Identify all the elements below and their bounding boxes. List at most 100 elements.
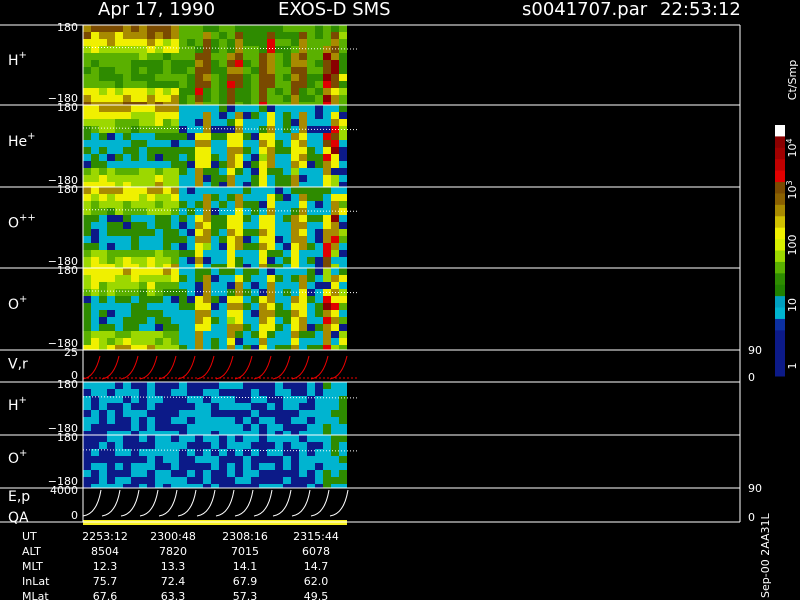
spectrogram-cell bbox=[227, 46, 235, 53]
spectrogram-cell bbox=[107, 403, 115, 410]
panel-label: O+ bbox=[8, 294, 27, 313]
spectrogram-cell bbox=[243, 187, 251, 194]
spectrogram-cell bbox=[307, 46, 315, 53]
spectrogram-cell bbox=[195, 126, 203, 133]
spectrogram-cell bbox=[307, 442, 315, 449]
spectrogram-cell bbox=[283, 331, 291, 338]
spectrogram-cell bbox=[227, 39, 235, 46]
spectrogram-cell bbox=[315, 236, 323, 243]
spectrogram-cell bbox=[323, 250, 331, 257]
spectrogram-cell bbox=[243, 154, 251, 161]
spectrogram-cell bbox=[171, 449, 179, 456]
tick-base: 1 bbox=[786, 363, 799, 370]
spectrogram-cell bbox=[219, 435, 227, 442]
spectrogram-cell bbox=[259, 389, 267, 396]
spectrogram-cell bbox=[115, 201, 123, 208]
spectrogram-cell bbox=[163, 32, 171, 39]
spectrogram-cell bbox=[291, 25, 299, 32]
spectrogram-cell bbox=[179, 126, 187, 133]
spectrogram-cell bbox=[155, 317, 163, 324]
spectrogram-cell bbox=[155, 310, 163, 317]
y-min: −180 bbox=[48, 475, 78, 488]
spectrogram-cell bbox=[179, 403, 187, 410]
spectrogram-cell bbox=[235, 201, 243, 208]
spectrogram-cell bbox=[179, 243, 187, 250]
spectrogram-cell bbox=[235, 431, 243, 435]
spectrogram-cell bbox=[315, 338, 323, 345]
spectrogram-cell bbox=[187, 257, 195, 264]
spectrogram-cell bbox=[147, 477, 155, 484]
spectrogram-cell bbox=[91, 175, 99, 182]
spectrogram-cell bbox=[155, 484, 163, 488]
spectrogram-cell bbox=[291, 236, 299, 243]
spectrogram-cell bbox=[291, 250, 299, 257]
spectrogram-cell bbox=[275, 310, 283, 317]
spectrogram-cell bbox=[99, 67, 107, 74]
spectrogram-cell bbox=[203, 215, 211, 222]
spectrogram-cell bbox=[299, 187, 307, 194]
spectrogram-cell bbox=[315, 67, 323, 74]
spectrogram-cell bbox=[155, 95, 163, 102]
spectrogram-cell bbox=[203, 442, 211, 449]
spectrogram-cell bbox=[179, 102, 187, 105]
spectrogram-cell bbox=[123, 187, 131, 194]
spectrogram-cell bbox=[155, 435, 163, 442]
right-tick: 90 bbox=[748, 344, 762, 357]
spectrogram-cell bbox=[299, 81, 307, 88]
tick-base: 10 bbox=[786, 298, 799, 312]
spectrogram-cell bbox=[147, 243, 155, 250]
spectrogram-cell bbox=[283, 105, 291, 112]
spectrogram-cell bbox=[211, 175, 219, 182]
spectrogram-cell bbox=[139, 229, 147, 236]
spectrogram-cell bbox=[171, 324, 179, 331]
spectrogram-cell bbox=[171, 74, 179, 81]
spectrogram-cell bbox=[123, 25, 131, 32]
spectrogram-cell bbox=[267, 236, 275, 243]
spectrogram-cell bbox=[83, 201, 91, 208]
spectrogram-cell bbox=[171, 46, 179, 53]
spectrogram-cell bbox=[155, 243, 163, 250]
spectrogram-cell bbox=[291, 215, 299, 222]
spectrogram-cell bbox=[187, 39, 195, 46]
spectrogram-cell bbox=[155, 424, 163, 431]
label-sup: + bbox=[19, 294, 27, 305]
spectrogram-cell bbox=[331, 140, 339, 147]
spectrogram-cell bbox=[203, 81, 211, 88]
footer-cell: 49.5 bbox=[304, 590, 329, 600]
spectrogram-cell bbox=[243, 215, 251, 222]
spectrogram-cell bbox=[291, 81, 299, 88]
spectrogram-cell bbox=[83, 403, 91, 410]
spectrogram-cell bbox=[307, 257, 315, 264]
spectrogram-cell bbox=[179, 95, 187, 102]
spectrogram-cell bbox=[315, 396, 323, 403]
spectrogram-cell bbox=[139, 396, 147, 403]
spectrogram-cell bbox=[91, 102, 99, 105]
spectrogram-cell bbox=[123, 46, 131, 53]
spectrogram-cell bbox=[243, 168, 251, 175]
spectrogram-cell bbox=[139, 268, 147, 275]
spectrogram-cell bbox=[235, 338, 243, 345]
spectrogram-cell bbox=[203, 345, 211, 350]
spectrogram-cell bbox=[147, 74, 155, 81]
spectrogram-cell bbox=[339, 60, 347, 67]
spectrogram-cell bbox=[171, 403, 179, 410]
spectrogram-cell bbox=[83, 112, 91, 119]
spectrogram-cell bbox=[251, 431, 259, 435]
spectrogram-cell bbox=[267, 410, 275, 417]
spectrogram-cell bbox=[179, 396, 187, 403]
spectrogram-cell bbox=[99, 470, 107, 477]
spectrogram-cell bbox=[187, 431, 195, 435]
spectrogram-cell bbox=[227, 268, 235, 275]
spectrogram-cell bbox=[227, 345, 235, 350]
spectrogram-cell bbox=[123, 257, 131, 264]
spectrogram-cell bbox=[291, 95, 299, 102]
spectrogram-cell bbox=[203, 175, 211, 182]
spectrogram-cell bbox=[323, 147, 331, 154]
spectrogram-cell bbox=[147, 81, 155, 88]
spectrogram-cell bbox=[211, 268, 219, 275]
spectrogram-cell bbox=[115, 396, 123, 403]
spectrogram-cell bbox=[171, 345, 179, 350]
spectrogram-cell bbox=[115, 215, 123, 222]
energy-trace bbox=[310, 489, 330, 517]
spectrogram-cell bbox=[227, 403, 235, 410]
